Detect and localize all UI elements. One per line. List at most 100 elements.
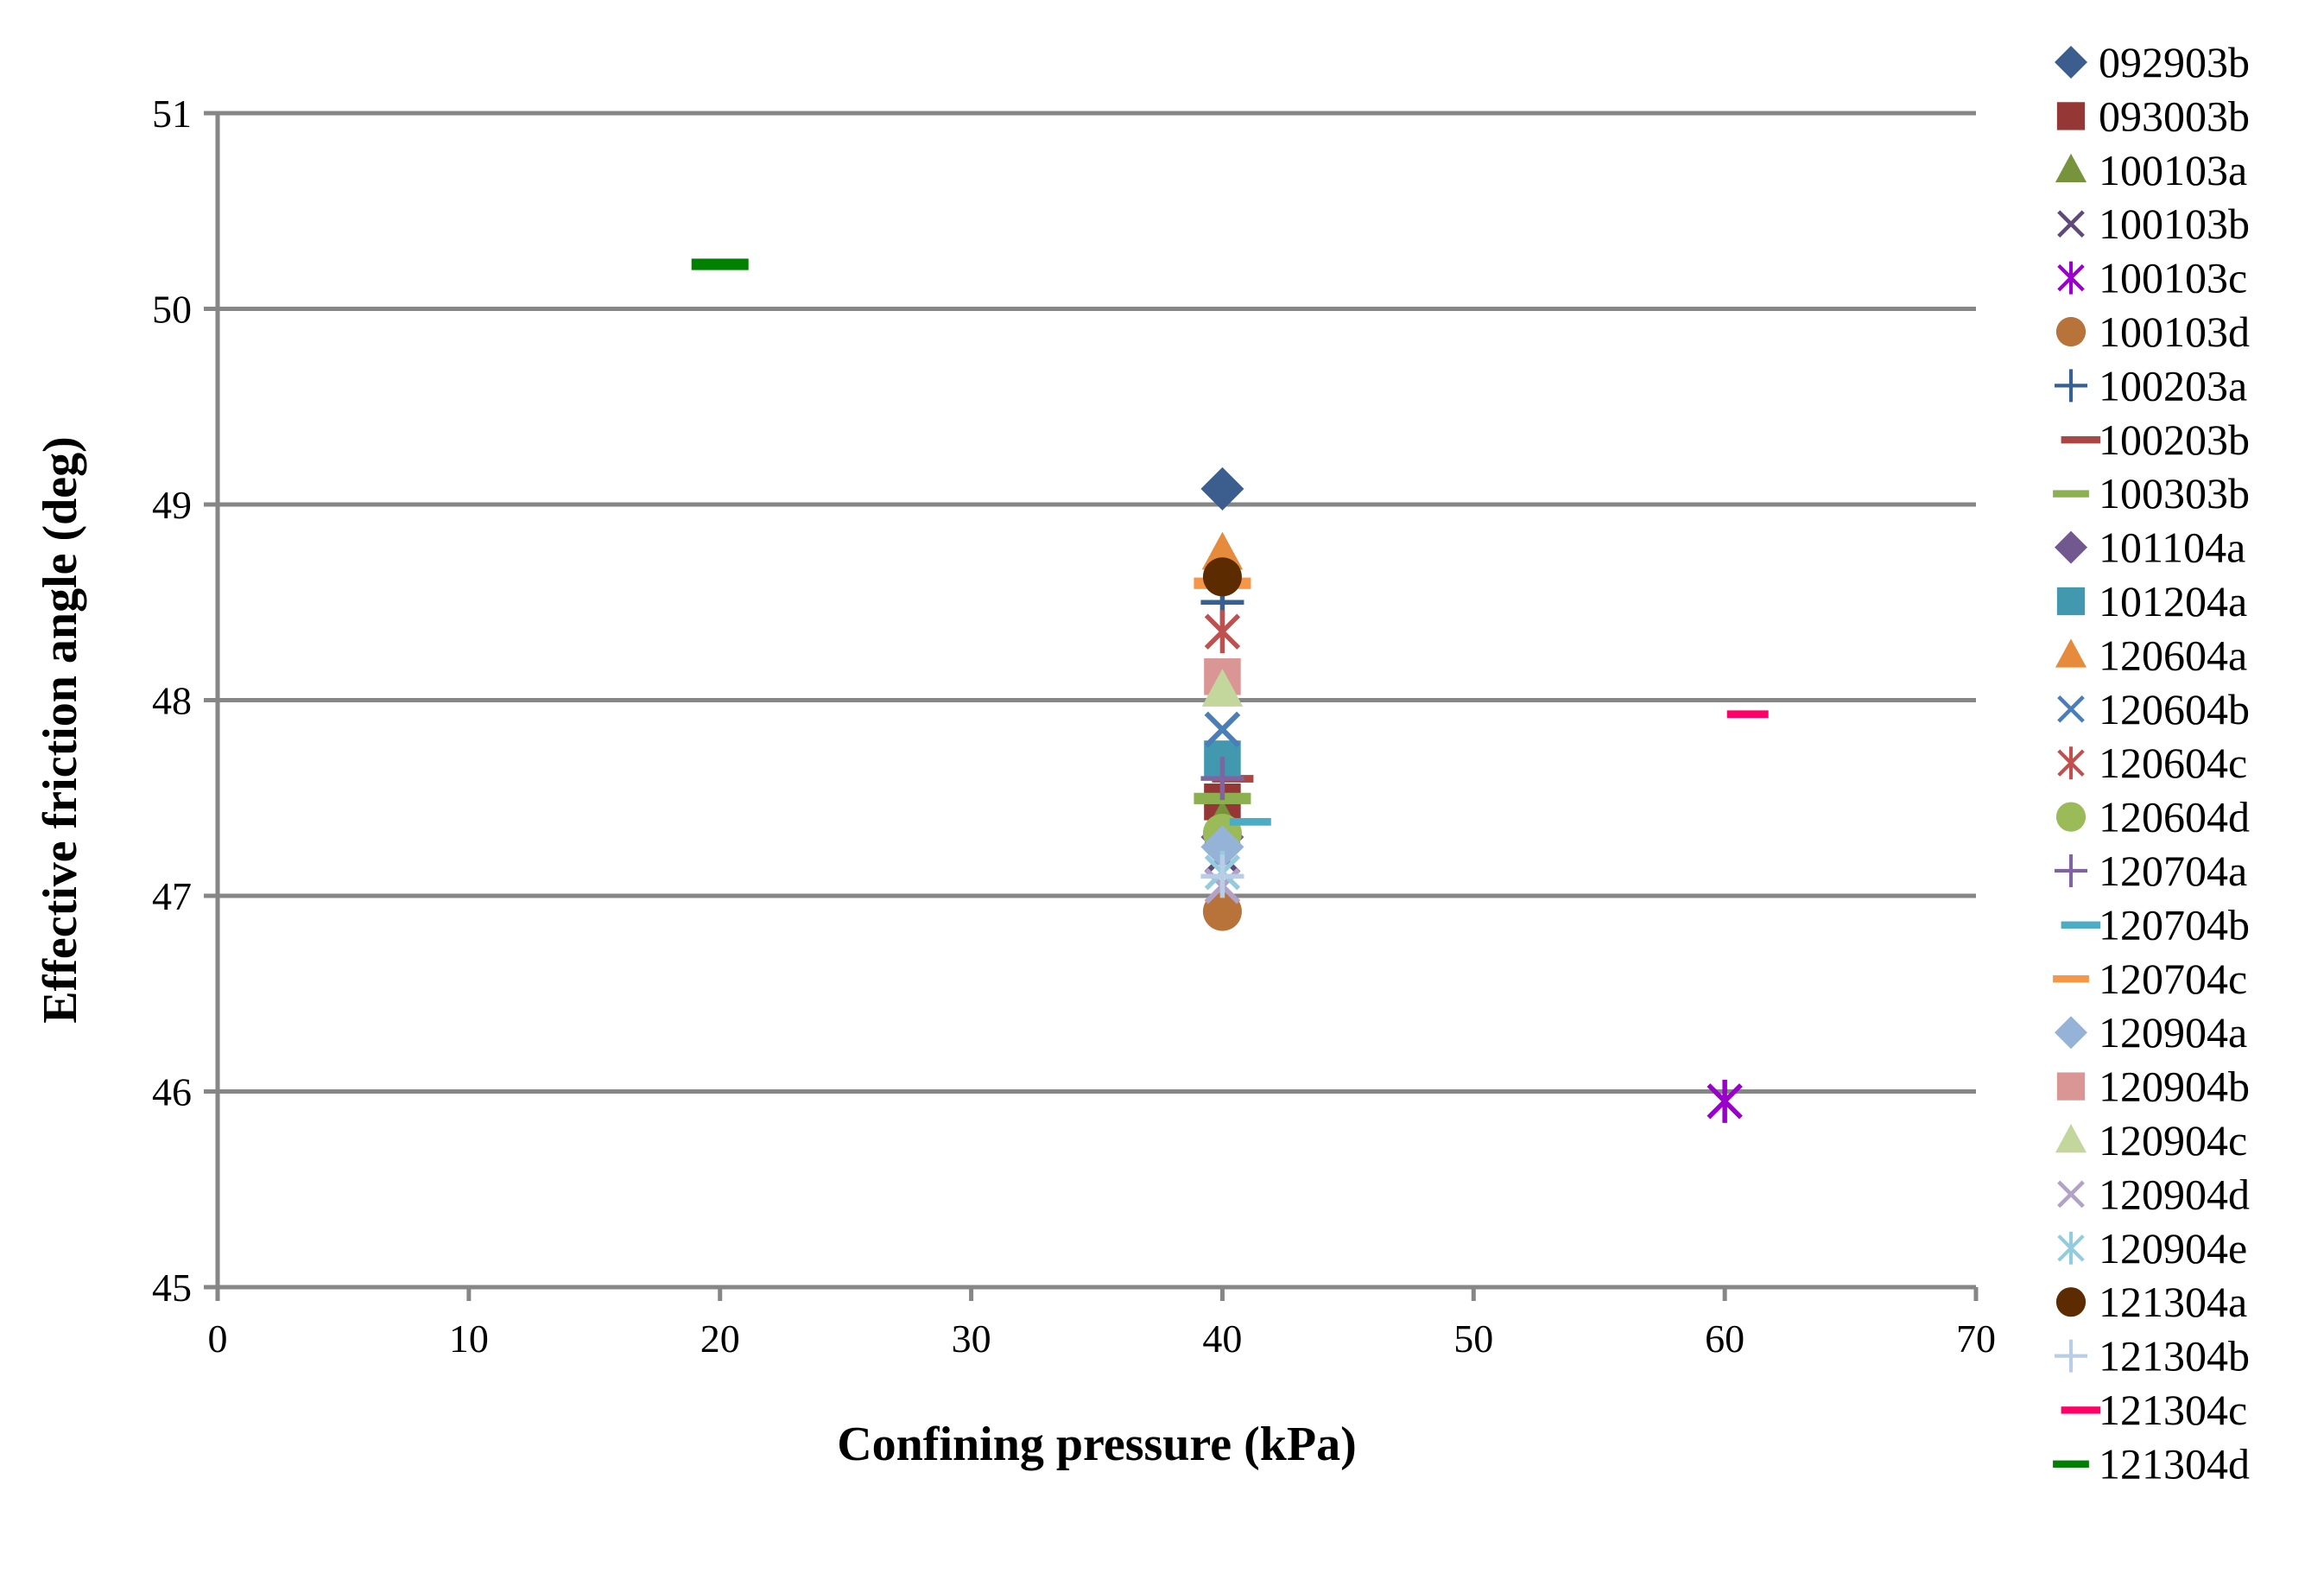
data-point-120604b xyxy=(1204,711,1241,748)
gridlines xyxy=(218,111,1976,1290)
legend-marker xyxy=(2057,695,2085,723)
legend-marker xyxy=(2055,1124,2087,1153)
data-point-121304c xyxy=(1726,710,1769,719)
legend-label: 121304a xyxy=(2099,1278,2247,1326)
legend-label: 121304b xyxy=(2099,1332,2250,1380)
x-tick-label: 40 xyxy=(1202,1317,1242,1361)
legend-item: 120604c xyxy=(2057,739,2247,787)
data-point-120904a xyxy=(1200,825,1244,869)
x-tick-label: 30 xyxy=(952,1317,991,1361)
legend-marker xyxy=(2057,1180,2085,1209)
legend-item: 100203b xyxy=(2061,416,2250,464)
legend-marker xyxy=(2055,1287,2087,1317)
data-point-121304a xyxy=(1202,557,1242,597)
x-tick-label: 0 xyxy=(208,1317,228,1361)
legend-marker xyxy=(2055,530,2087,564)
x-tick-label: 10 xyxy=(449,1317,489,1361)
legend-marker xyxy=(2056,1072,2086,1101)
legend-label: 120604d xyxy=(2099,793,2250,841)
data-point-120604c xyxy=(1204,610,1241,654)
legend-label: 101104a xyxy=(2099,523,2245,572)
y-tick-label: 51 xyxy=(152,92,192,136)
legend-label: 120904c xyxy=(2099,1116,2247,1164)
legend-label: 120604a xyxy=(2099,631,2247,679)
legend-item: 093003b xyxy=(2056,92,2250,140)
legend-label: 100103a xyxy=(2099,146,2247,194)
legend-item: 120604d xyxy=(2055,793,2250,841)
data-point-092903b xyxy=(1200,466,1244,511)
legend-item: 100203a xyxy=(2055,361,2247,409)
legend-marker xyxy=(2053,975,2089,983)
legend-label: 100203b xyxy=(2099,416,2250,464)
legend-label: 101204a xyxy=(2099,577,2247,625)
legend-item: 120904e xyxy=(2057,1224,2247,1272)
data-point-121304d xyxy=(691,258,749,270)
legend-marker xyxy=(2057,210,2085,238)
legend-item: 121304b xyxy=(2055,1332,2250,1380)
legend-item: 120604a xyxy=(2055,631,2247,679)
legend-item: 120904c xyxy=(2055,1116,2247,1164)
legend-marker xyxy=(2055,46,2087,79)
legend-label: 120704a xyxy=(2099,847,2247,895)
legend-marker xyxy=(2053,1460,2089,1468)
y-tick-label: 46 xyxy=(152,1070,192,1114)
legend-marker xyxy=(2053,490,2089,498)
legend-marker xyxy=(2061,921,2101,929)
legend-label: 121304d xyxy=(2099,1439,2250,1488)
data-point-120604a xyxy=(1201,531,1244,570)
legend-label: 100103c xyxy=(2099,254,2247,302)
legend-label: 100203a xyxy=(2099,361,2247,409)
legend-item: 101204a xyxy=(2056,577,2247,625)
legend-label: 121304c xyxy=(2099,1386,2247,1434)
legend-label: 093003b xyxy=(2099,92,2250,140)
legend-label: 120704b xyxy=(2099,900,2250,949)
legend-marker xyxy=(2061,1406,2101,1414)
legend-label: 100103b xyxy=(2099,200,2250,248)
legend-label: 120604b xyxy=(2099,685,2250,733)
legend-label: 120904d xyxy=(2099,1170,2250,1218)
legend-item: 120604b xyxy=(2057,685,2250,733)
legend: 092903b 093003b 100103a 100103b 100103c 10010… xyxy=(2053,38,2250,1488)
x-axis-title: Confining pressure (kPa) xyxy=(837,1418,1357,1471)
legend-marker xyxy=(2055,1339,2087,1373)
y-tick-label: 45 xyxy=(152,1266,192,1310)
legend-marker xyxy=(2055,802,2087,832)
legend-marker xyxy=(2057,746,2085,780)
legend-item: 100303b xyxy=(2053,469,2250,517)
legend-item: 121304c xyxy=(2061,1386,2247,1434)
data-point-120704a xyxy=(1200,757,1244,801)
x-tick-label: 50 xyxy=(1453,1317,1493,1361)
data-points xyxy=(691,258,1769,1123)
y-axis-title: Effective friction angle (deg) xyxy=(34,436,87,1024)
legend-label: 120904e xyxy=(2099,1224,2247,1272)
legend-item: 120904b xyxy=(2056,1063,2250,1111)
legend-label: 100103d xyxy=(2099,308,2250,356)
legend-marker xyxy=(2056,102,2086,130)
axes xyxy=(204,111,1979,1301)
x-tick-labels: 0 10 20 30 40 50 60 70 xyxy=(208,1317,1997,1361)
legend-label: 092903b xyxy=(2099,38,2250,86)
legend-item: 120904a xyxy=(2055,1008,2247,1057)
data-point-121304b xyxy=(1200,854,1244,898)
legend-marker xyxy=(2056,587,2086,616)
legend-marker xyxy=(2055,638,2087,668)
legend-label: 120604c xyxy=(2099,739,2247,787)
legend-marker xyxy=(2061,436,2101,444)
x-tick-label: 20 xyxy=(700,1317,740,1361)
legend-item: 121304a xyxy=(2055,1278,2247,1326)
x-tick-label: 70 xyxy=(1956,1317,1996,1361)
legend-marker xyxy=(2055,369,2087,403)
y-tick-label: 47 xyxy=(152,874,192,918)
legend-item: 101104a xyxy=(2055,523,2245,572)
legend-marker xyxy=(2057,1231,2085,1265)
data-point-120704b xyxy=(1229,817,1271,826)
y-tick-label: 48 xyxy=(152,679,192,723)
legend-marker xyxy=(2055,854,2087,887)
y-tick-labels: 45 46 47 48 49 50 51 xyxy=(152,92,192,1310)
y-tick-label: 49 xyxy=(152,483,192,527)
data-point-100103c xyxy=(1707,1079,1743,1123)
legend-label: 120704c xyxy=(2099,955,2247,1003)
legend-item: 120904d xyxy=(2057,1170,2250,1218)
y-tick-label: 50 xyxy=(152,288,192,332)
